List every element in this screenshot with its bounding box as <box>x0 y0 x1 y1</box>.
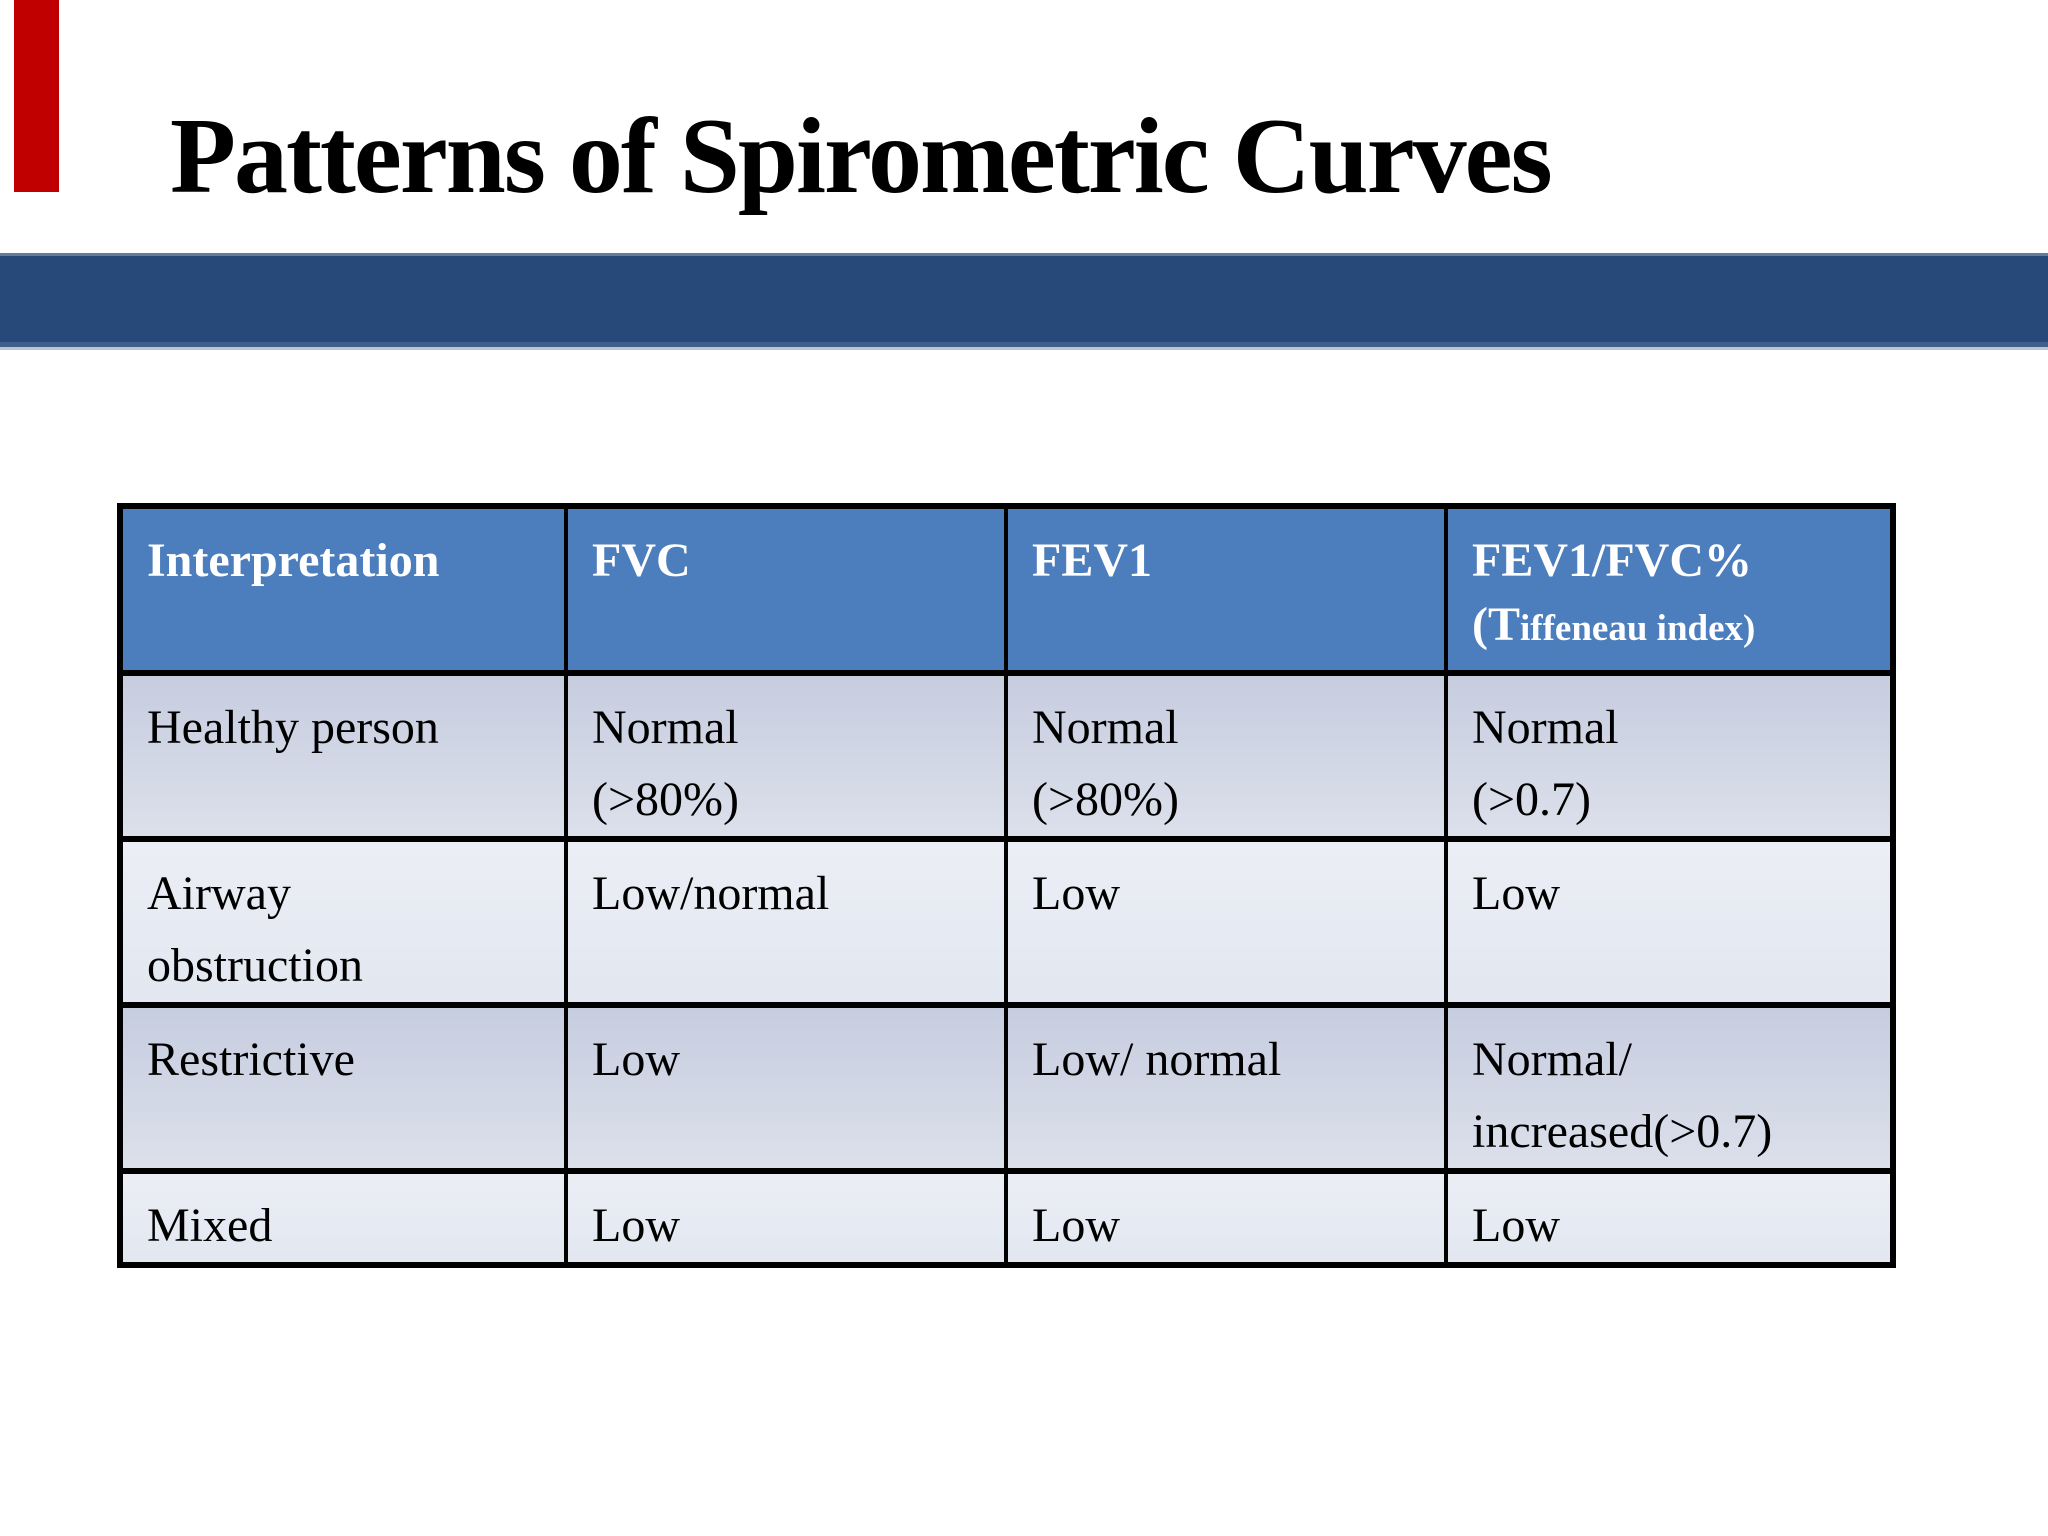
red-accent-bar <box>14 0 59 192</box>
cell-text: Restrictive <box>147 1033 355 1086</box>
cell-fvc: Low <box>564 1168 1008 1268</box>
cell-text: Mixed <box>147 1199 273 1252</box>
cell-fev1: Low <box>1004 1168 1448 1268</box>
cell-interpretation: Restrictive <box>118 1002 568 1174</box>
spirometry-table: Interpretation FVC FEV1 FEV1/FVC% (Tiffe… <box>117 503 1896 1268</box>
header-subtext-prefix: (T <box>1472 598 1520 651</box>
header-text: FVC <box>592 534 691 587</box>
cell-text: Low/normal <box>592 867 830 920</box>
cell-text: Normal <box>1032 701 1179 754</box>
cell-text: increased(>0.7) <box>1472 1105 1773 1158</box>
cell-fvc: Normal (>80%) <box>564 670 1008 842</box>
table-row: Airway obstruction Low/normal Low Low <box>118 836 1895 1008</box>
cell-fev1-fvc-percent: Normal/increased(>0.7) <box>1444 1002 1895 1174</box>
header-interpretation: Interpretation <box>118 503 568 676</box>
header-row: Interpretation FVC FEV1 FEV1/FVC% (Tiffe… <box>118 503 1895 676</box>
title-underline-band <box>0 253 2048 347</box>
cell-fev1-fvc-percent: Low <box>1444 1168 1895 1268</box>
table-row: Mixed Low Low Low <box>118 1168 1895 1268</box>
table-row: Restrictive Low Low/ normal Normal/increase… <box>118 1002 1895 1174</box>
table-row: Healthy person Normal (>80%) Normal (>80%) No… <box>118 670 1895 842</box>
cell-text: Normal <box>1472 701 1619 754</box>
cell-text: Low <box>1032 867 1120 920</box>
header-text: FEV1/FVC% <box>1472 534 1752 587</box>
cell-fev1: Low <box>1004 836 1448 1008</box>
table-body: Healthy person Normal (>80%) Normal (>80%) No… <box>118 670 1895 1268</box>
header-fev1: FEV1 <box>1004 503 1448 676</box>
cell-fev1: Normal (>80%) <box>1004 670 1448 842</box>
header-fev1-fvc-percent: FEV1/FVC% (Tiffeneau index) <box>1444 503 1895 676</box>
cell-text: Low/ normal <box>1032 1033 1282 1086</box>
header-subtext-rest: iffeneau index) <box>1520 608 1756 649</box>
cell-interpretation: Healthy person <box>118 670 568 842</box>
cell-interpretation: Airway obstruction <box>118 836 568 1008</box>
cell-fvc: Low <box>564 1002 1008 1174</box>
cell-text: Low <box>1032 1199 1120 1252</box>
cell-text: Normal <box>592 701 739 754</box>
cell-fvc: Low/normal <box>564 836 1008 1008</box>
cell-text: (>80%) <box>1032 773 1180 826</box>
cell-text: Normal/ <box>1472 1033 1632 1086</box>
cell-text: (>80%) <box>592 773 740 826</box>
table-header: Interpretation FVC FEV1 FEV1/FVC% (Tiffe… <box>118 503 1895 676</box>
header-text: Interpretation <box>147 534 440 587</box>
cell-text: Low <box>1472 867 1560 920</box>
header-text: FEV1 <box>1032 534 1152 587</box>
cell-fev1: Low/ normal <box>1004 1002 1448 1174</box>
cell-fev1-fvc-percent: Low <box>1444 836 1895 1008</box>
cell-text: Low <box>592 1033 680 1086</box>
cell-text: obstruction <box>147 939 363 992</box>
cell-text: Low <box>592 1199 680 1252</box>
cell-interpretation: Mixed <box>118 1168 568 1268</box>
cell-text: (>0.7) <box>1472 773 1592 826</box>
cell-fev1-fvc-percent: Normal (>0.7) <box>1444 670 1895 842</box>
cell-text: Low <box>1472 1199 1560 1252</box>
cell-text: Healthy person <box>147 701 439 754</box>
header-fvc: FVC <box>564 503 1008 676</box>
slide-title: Patterns of Spirometric Curves <box>170 97 1553 216</box>
cell-text: Airway <box>147 867 291 920</box>
header-subtext: (Tiffeneau index) <box>1472 598 1878 652</box>
